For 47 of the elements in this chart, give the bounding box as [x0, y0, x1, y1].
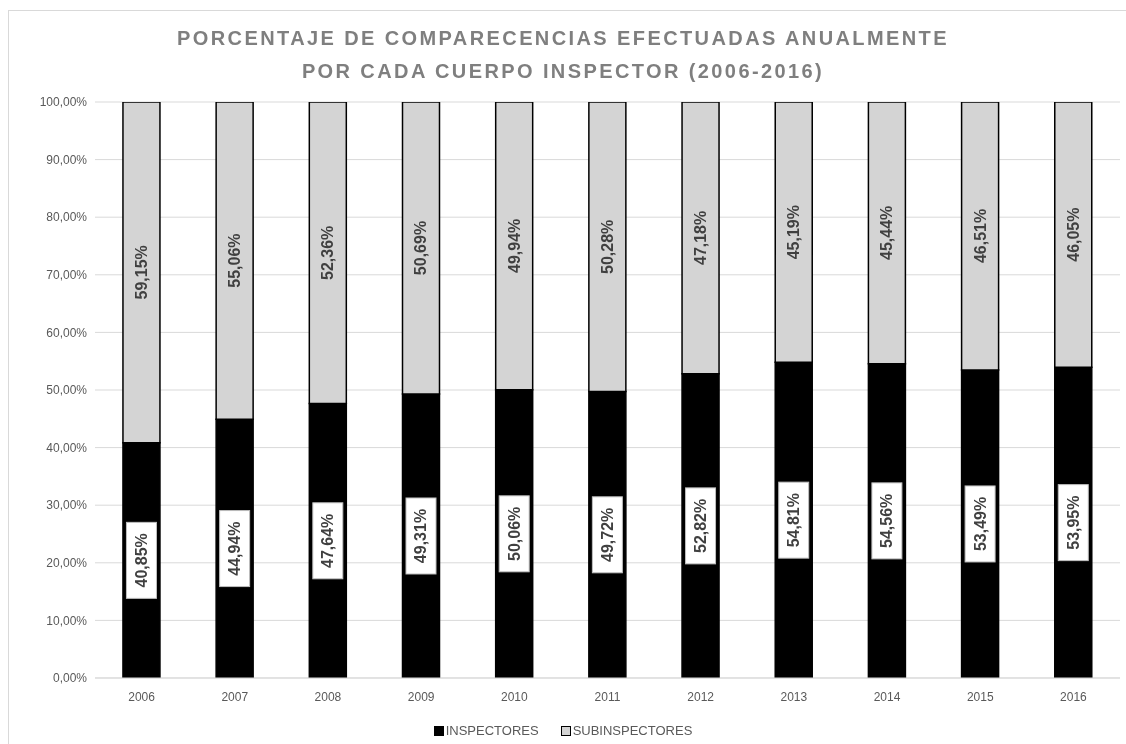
data-label: 49,94% [505, 218, 523, 273]
data-label: 54,81% [785, 493, 803, 548]
data-label: 53,95% [1064, 495, 1082, 550]
x-tick-label: 2013 [780, 689, 808, 704]
y-tick-label: 0,00% [52, 671, 88, 686]
y-tick-label: 30,00% [46, 498, 88, 513]
x-tick-label: 2011 [594, 689, 621, 704]
data-label: 44,94% [226, 521, 244, 576]
data-label: 47,64% [319, 513, 337, 568]
x-tick-label: 2010 [500, 689, 528, 704]
x-tick-label: 2009 [407, 689, 435, 704]
data-label: 55,06% [226, 233, 244, 288]
x-tick-label: 2006 [128, 689, 156, 704]
chart-title: PORCENTAJE DE COMPARECENCIAS EFECTUADAS ANUALMENTE POR CADA CUERPO INSPECTOR (2006-2016) [176, 26, 950, 84]
y-tick-label: 80,00% [46, 210, 88, 225]
data-label: 54,56% [878, 493, 896, 548]
x-tick-label: 2014 [873, 689, 901, 704]
data-label: 45,44% [878, 205, 896, 260]
data-label: 40,85% [132, 533, 150, 588]
y-tick-label: 60,00% [46, 325, 88, 340]
y-tick-label: 20,00% [46, 556, 88, 571]
data-label: 50,28% [598, 219, 616, 274]
legend-label: SUBINSPECTORES [572, 723, 693, 738]
y-tick-label: 10,00% [46, 613, 88, 628]
x-tick-label: 2012 [687, 689, 715, 704]
data-label: 49,72% [598, 507, 616, 562]
y-tick-label: 90,00% [46, 152, 88, 167]
data-label: 53,49% [971, 496, 989, 552]
data-label: 46,05% [1064, 207, 1082, 262]
legend-label: INSPECTORES [445, 723, 539, 738]
data-label: 50,06% [505, 506, 523, 561]
data-label: 49,31% [412, 508, 430, 564]
x-tick-label: 2015 [966, 689, 994, 704]
data-label: 45,19% [785, 205, 803, 260]
x-tick-label: 2007 [221, 689, 249, 704]
data-label: 46,51% [971, 208, 989, 264]
y-tick-label: 100,00% [39, 95, 88, 110]
y-tick-label: 70,00% [46, 268, 88, 283]
data-label: 50,69% [412, 220, 430, 276]
data-label: 59,15% [132, 245, 150, 300]
x-tick-label: 2016 [1060, 689, 1088, 704]
y-tick-label: 50,00% [46, 383, 88, 398]
data-label: 47,18% [692, 210, 710, 266]
data-label: 52,36% [319, 225, 337, 280]
y-tick-label: 40,00% [46, 440, 88, 455]
x-tick-label: 2008 [314, 689, 342, 704]
data-label: 52,82% [692, 498, 710, 554]
